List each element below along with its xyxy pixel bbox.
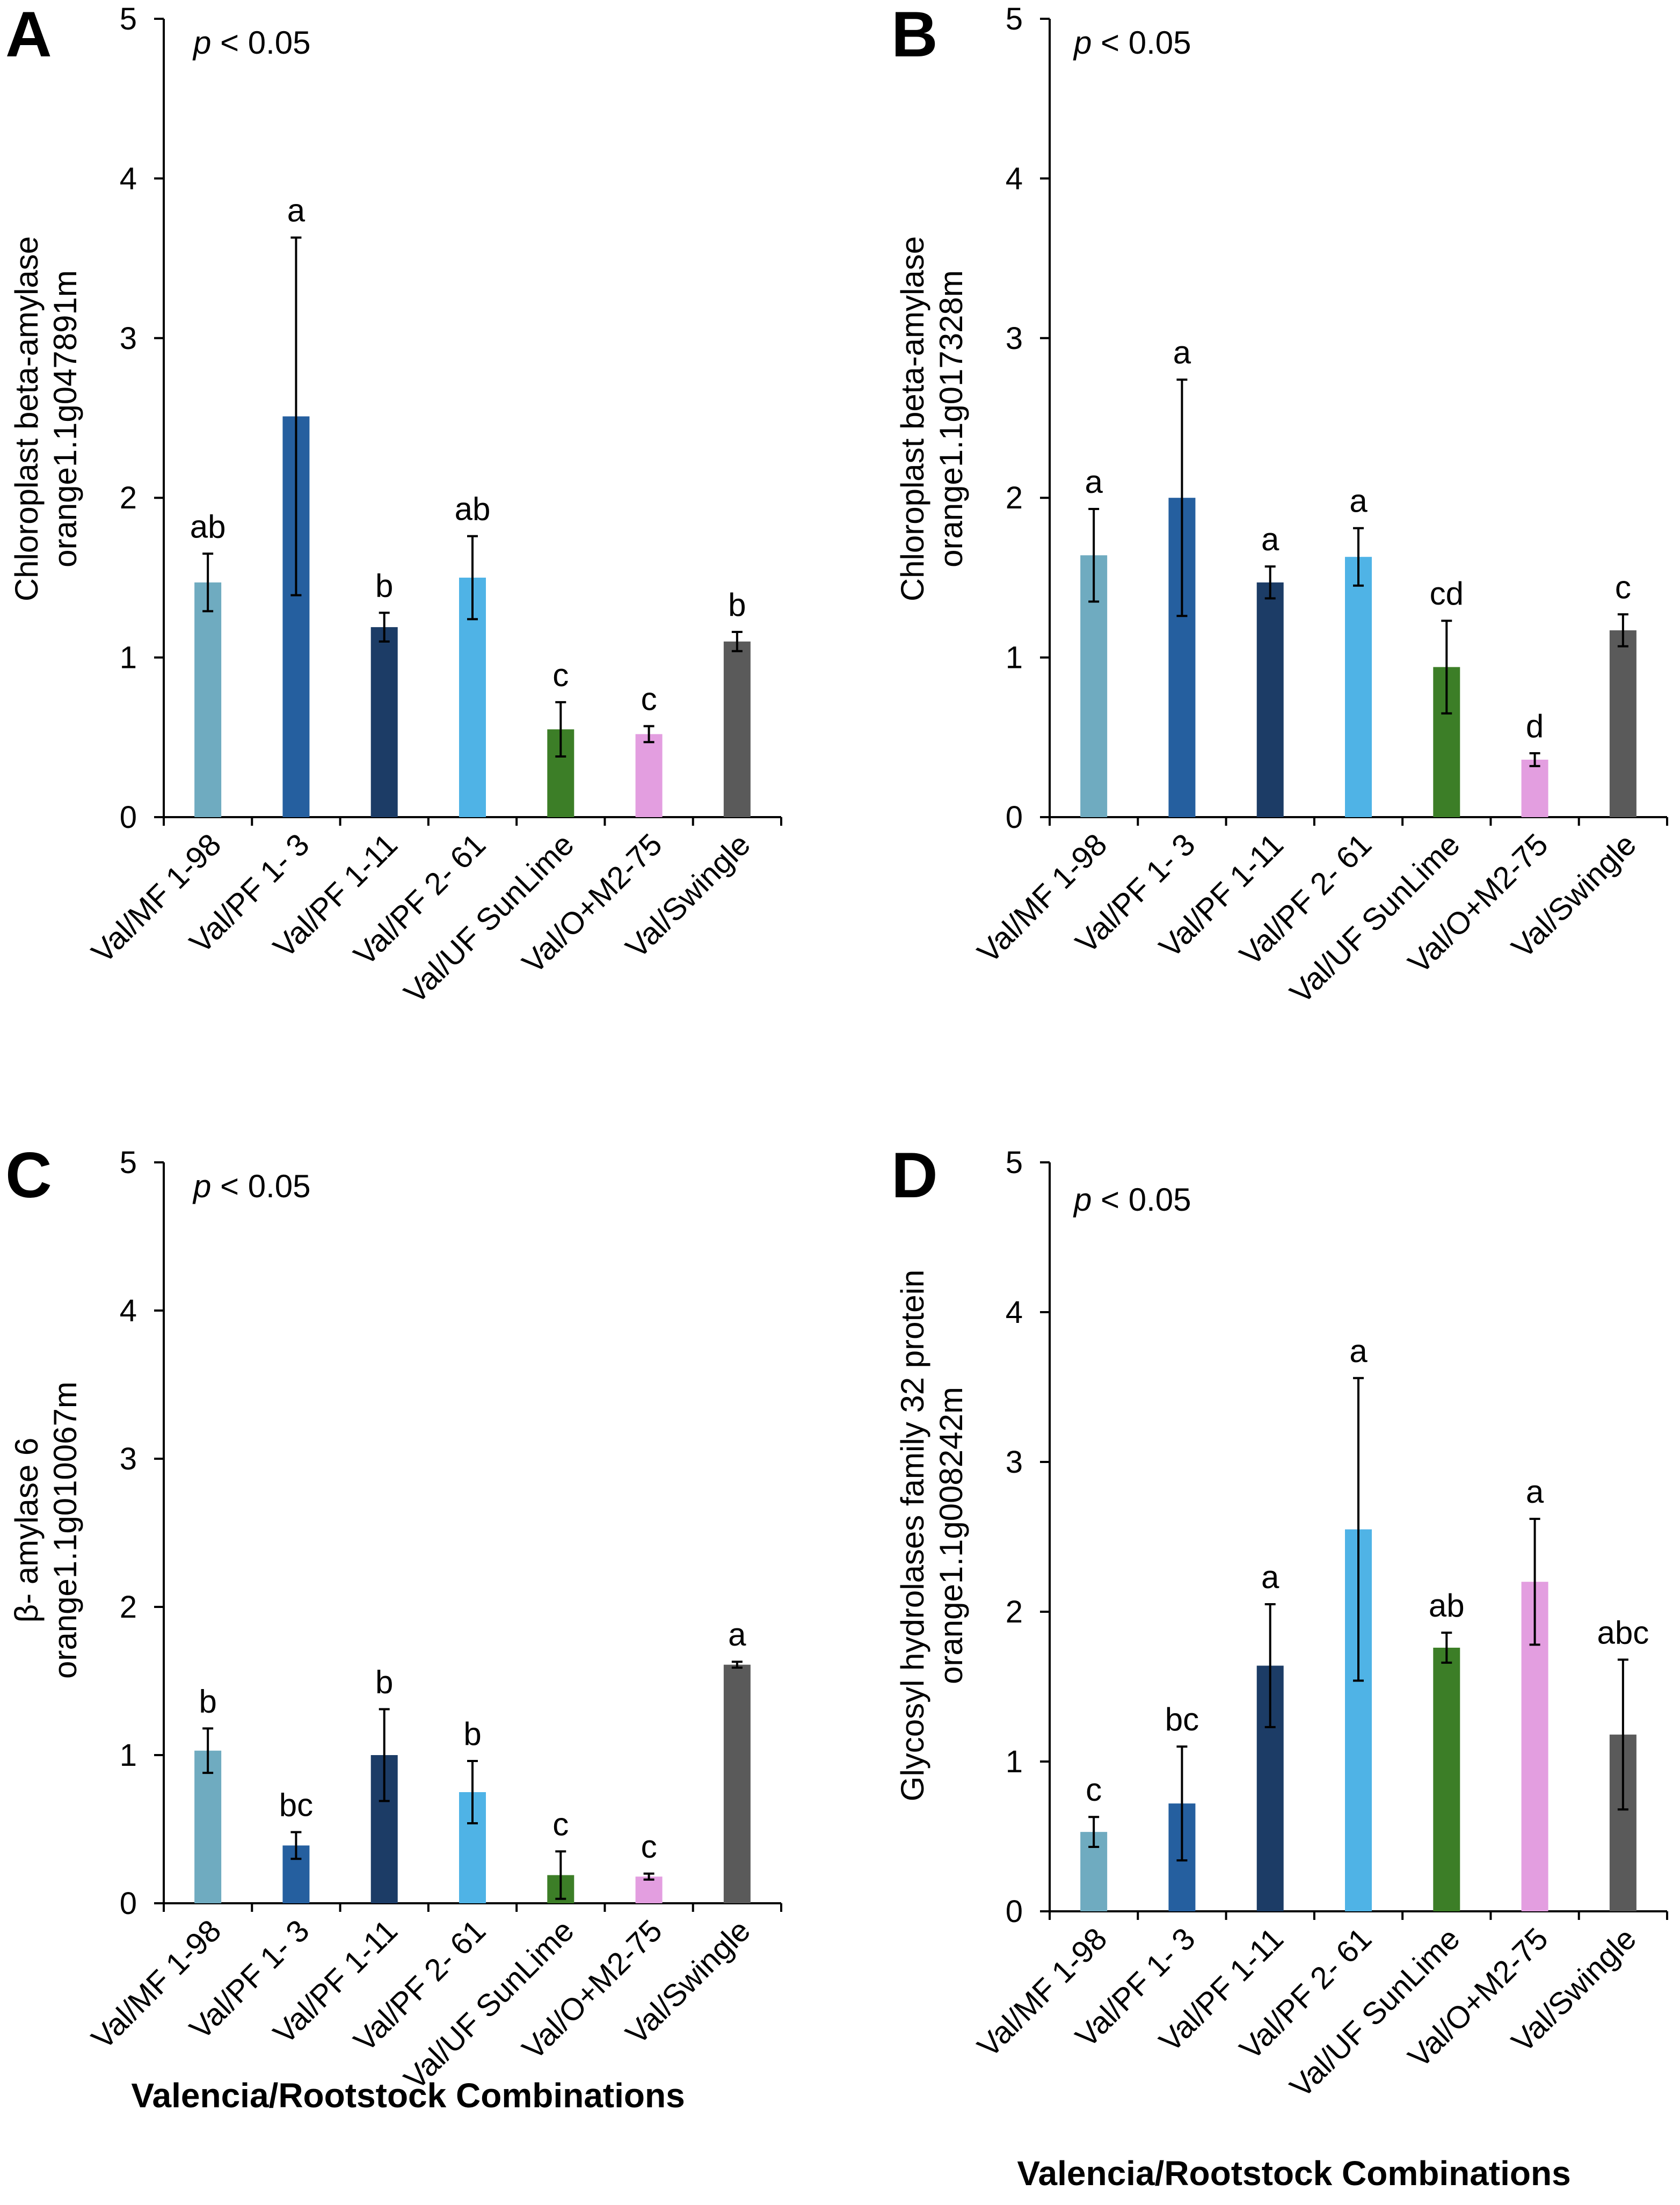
bar (1256, 582, 1284, 817)
y-axis-label-line-2: orange1.1g010067m (47, 1381, 83, 1679)
p-threshold: < 0.05 (1092, 25, 1191, 61)
y-tick-label: 5 (1006, 2, 1023, 37)
panel-letter: B (891, 0, 938, 70)
x-axis-title: Valencia/Rootstock Combinations (1017, 2154, 1570, 2193)
significance-letter: a (1349, 1333, 1368, 1369)
significance-letter: ab (1429, 1588, 1465, 1624)
significance-letter: a (1526, 1474, 1544, 1510)
y-tick-label: 1 (1006, 641, 1023, 675)
y-tick-label: 0 (120, 1886, 137, 1921)
y-tick-label: 5 (120, 2, 137, 37)
y-tick-label: 5 (120, 1145, 137, 1180)
bar (1345, 557, 1372, 817)
y-tick-label: 3 (120, 321, 137, 356)
y-tick-label: 1 (120, 641, 137, 675)
significance-letter: b (728, 587, 746, 623)
y-axis-label: β- amylase 6 orange1.1g010067m (9, 1381, 83, 1679)
significance-letter: b (375, 567, 393, 603)
significance-letter: abc (1597, 1614, 1649, 1650)
bar (370, 627, 398, 817)
y-tick-label: 0 (1006, 800, 1023, 835)
y-axis-label-line-1: β- amylase 6 (9, 1438, 45, 1623)
significance-letter: ab (190, 508, 226, 544)
p-symbol: p (192, 25, 211, 61)
bar (723, 1664, 751, 1903)
panel-letter: D (891, 1139, 938, 1211)
significance-letter: a (1349, 483, 1368, 519)
y-tick-label: 2 (1006, 481, 1023, 515)
bar (1609, 630, 1637, 817)
significance-letter: c (552, 657, 569, 693)
p-value-annotation: p < 0.05 (1073, 25, 1191, 61)
significance-letter: b (375, 1664, 393, 1700)
bar (1521, 759, 1548, 817)
y-tick-label: 4 (1006, 161, 1023, 196)
bar (1433, 1647, 1460, 1911)
y-tick-label: 1 (1006, 1744, 1023, 1779)
y-tick-label: 0 (120, 800, 137, 835)
significance-letter: bc (1165, 1701, 1199, 1737)
significance-letter: b (199, 1683, 216, 1719)
p-symbol: p (1073, 25, 1092, 61)
y-axis-label: Chloroplast beta-amylase orange1.1g04789… (9, 236, 83, 601)
p-value-annotation: p < 0.05 (192, 1168, 311, 1204)
p-symbol: p (192, 1168, 211, 1204)
significance-letter: c (641, 681, 657, 717)
p-threshold: < 0.05 (211, 1168, 310, 1204)
x-axis-title: Valencia/Rootstock Combinations (131, 2076, 685, 2115)
panel-letter: C (5, 1139, 52, 1211)
p-threshold: < 0.05 (211, 25, 310, 61)
y-tick-label: 2 (120, 1590, 137, 1625)
y-tick-label: 1 (120, 1738, 137, 1773)
y-axis-label: Chloroplast beta-amylase orange1.1g01732… (894, 236, 969, 601)
y-tick-label: 2 (120, 481, 137, 515)
bar (723, 641, 751, 817)
p-threshold: < 0.05 (1092, 1182, 1191, 1218)
significance-letter: c (641, 1829, 657, 1865)
significance-letter: c (1086, 1772, 1102, 1808)
significance-letter: a (1173, 334, 1191, 370)
panel-letter: A (5, 0, 52, 70)
bar (635, 1876, 663, 1903)
y-tick-label: 3 (120, 1442, 137, 1476)
y-tick-label: 2 (1006, 1595, 1023, 1629)
p-symbol: p (1073, 1182, 1092, 1218)
y-tick-label: 3 (1006, 1445, 1023, 1480)
y-axis-label-line-1: Chloroplast beta-amylase (894, 236, 930, 601)
significance-letter: cd (1430, 576, 1464, 612)
significance-letter: a (1085, 464, 1103, 500)
significance-letter: bc (279, 1787, 313, 1823)
p-value-annotation: p < 0.05 (1073, 1182, 1191, 1218)
significance-letter: b (463, 1716, 481, 1752)
significance-letter: c (552, 1806, 569, 1842)
y-tick-label: 0 (1006, 1894, 1023, 1929)
significance-letter: c (1615, 569, 1631, 605)
y-tick-label: 4 (120, 1293, 137, 1328)
p-value-annotation: p < 0.05 (192, 25, 311, 61)
y-axis-label-line-1: Chloroplast beta-amylase (9, 236, 45, 601)
y-tick-label: 4 (120, 161, 137, 196)
bar (194, 582, 222, 817)
significance-letter: d (1526, 708, 1544, 744)
significance-letter: a (728, 1617, 746, 1653)
y-tick-label: 4 (1006, 1295, 1023, 1330)
y-axis-label-line-2: orange1.1g047891m (47, 270, 83, 567)
significance-letter: ab (455, 491, 491, 527)
y-tick-label: 3 (1006, 321, 1023, 356)
y-axis-label: Glycosyl hydrolases family 32 protein or… (894, 1270, 969, 1801)
y-axis-label-line-1: Glycosyl hydrolases family 32 protein (894, 1270, 930, 1801)
y-axis-label-line-2: orange1.1g017328m (933, 270, 969, 567)
y-axis-label-line-2: orange1.1g008242m (933, 1387, 969, 1684)
bar (194, 1750, 222, 1903)
significance-letter: a (287, 192, 306, 228)
y-tick-label: 5 (1006, 1145, 1023, 1180)
significance-letter: a (1261, 521, 1279, 557)
significance-letter: a (1261, 1559, 1279, 1595)
bar (635, 734, 663, 817)
